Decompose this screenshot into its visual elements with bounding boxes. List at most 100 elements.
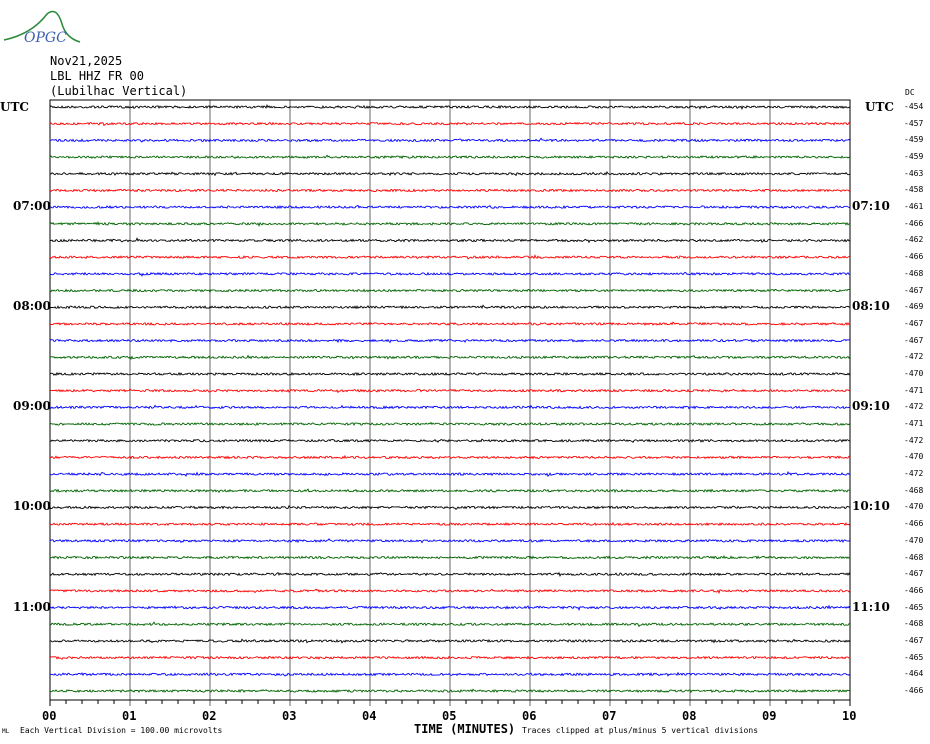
left-time-label: 11:00 [13,599,51,614]
dc-offset-label: -466 [904,519,924,529]
trace-line [49,154,851,160]
scale-note: Each Vertical Division = 100.00 microvol… [20,726,223,735]
trace-line [49,288,851,294]
dc-offset-label: -466 [904,218,924,228]
x-tick-label: 01 [122,709,137,723]
station-label: LBL HHZ FR 00 [50,69,144,83]
left-time-label: 07:00 [13,199,51,214]
trace-line [49,254,851,260]
trace-line [49,438,851,444]
trace-line [49,304,851,310]
trace-line [49,137,851,143]
dc-offset-label: -472 [904,435,924,445]
trace-line [49,204,851,210]
dc-offset-label: -467 [904,318,924,328]
x-tick-label: 07 [602,709,617,723]
dc-offset-label: -467 [904,285,924,295]
trace-line [49,371,851,377]
trace-line [49,538,851,544]
dc-offset-label: -467 [904,335,924,345]
dc-offset-label: -466 [904,585,924,595]
dc-offset-label: -468 [904,619,924,629]
dc-offset-label: -467 [904,635,924,645]
x-tick-label: 06 [522,709,537,723]
trace-line [49,671,851,677]
trace-line [49,104,851,111]
dc-offset-label: -470 [904,502,924,512]
right-time-label: 07:10 [852,199,890,214]
dc-offset-label: -465 [904,652,924,662]
x-tick-label: 08 [682,709,697,723]
trace-line [49,688,851,694]
x-axis-label: TIME (MINUTES) [414,722,516,736]
trace-line [49,421,851,427]
corner-mark: ML [2,728,10,735]
dc-offset-label: -467 [904,569,924,579]
date-label: Nov21,2025 [50,54,123,68]
trace-line [49,554,851,560]
trace-line [49,404,851,410]
right-time-label: 08:10 [852,299,890,314]
dc-offset-label: -463 [904,168,924,178]
dc-offset-label: -468 [904,268,924,278]
trace-line [49,454,851,460]
dc-offset-label: -468 [904,552,924,562]
left-utc-label: UTC [0,100,29,114]
trace-line [49,655,851,660]
dc-offset-label: -466 [904,252,924,262]
dc-offset-label: -459 [904,135,924,145]
dc-offset-label: -472 [904,352,924,362]
dc-offset-label: -469 [904,302,924,312]
trace-line [49,638,851,644]
dc-offset-label: -462 [904,235,924,245]
trace-line [49,604,851,612]
dc-offset-label: -466 [904,686,924,695]
trace-line [49,505,851,510]
x-tick-label: 05 [442,709,457,723]
dc-offset-label: -470 [904,535,924,545]
dc-label: DC [905,88,915,97]
dc-offset-label: -472 [904,402,924,412]
opgc-logo: OPGC [2,4,82,44]
trace-line [49,321,851,327]
dc-offset-label: -458 [904,185,924,195]
dc-offset-label: -465 [904,602,924,612]
x-tick-label: 04 [362,709,377,723]
x-tick-label: 02 [202,709,217,723]
right-time-label: 10:10 [852,499,890,514]
clip-note: Traces clipped at plus/minus 5 vertical … [522,726,759,735]
x-tick-label: 09 [762,709,777,723]
dc-offset-label: -468 [904,485,924,495]
left-time-label: 08:00 [13,299,51,314]
trace-line [49,388,851,394]
trace-line [49,121,851,127]
trace-line [49,588,851,595]
x-tick-label: 03 [282,709,297,723]
right-time-label: 11:10 [852,599,890,614]
dc-offset-label: -461 [904,202,924,212]
trace-line [49,488,851,494]
location-label: (Lubilhac Vertical) [50,84,188,98]
trace-line [49,521,851,527]
trace-line [49,171,851,177]
trace-line [49,470,851,478]
trace-line [49,221,851,227]
trace-line [49,621,851,628]
trace-line [50,237,851,244]
dc-offset-label: -471 [904,419,924,429]
left-time-label: 10:00 [13,499,51,514]
right-time-label: 09:10 [852,399,890,414]
dc-offset-label: -464 [904,669,924,679]
dc-offset-label: -457 [904,118,924,128]
trace-line [49,571,851,577]
left-time-label: 09:00 [13,399,51,414]
logo-text: OPGC [24,30,67,44]
trace-line [49,271,851,277]
trace-line [49,338,851,344]
x-tick-label: 00 [42,709,57,723]
dc-offset-label: -459 [904,152,924,162]
trace-line [49,354,851,361]
dc-offset-label: -471 [904,385,924,395]
